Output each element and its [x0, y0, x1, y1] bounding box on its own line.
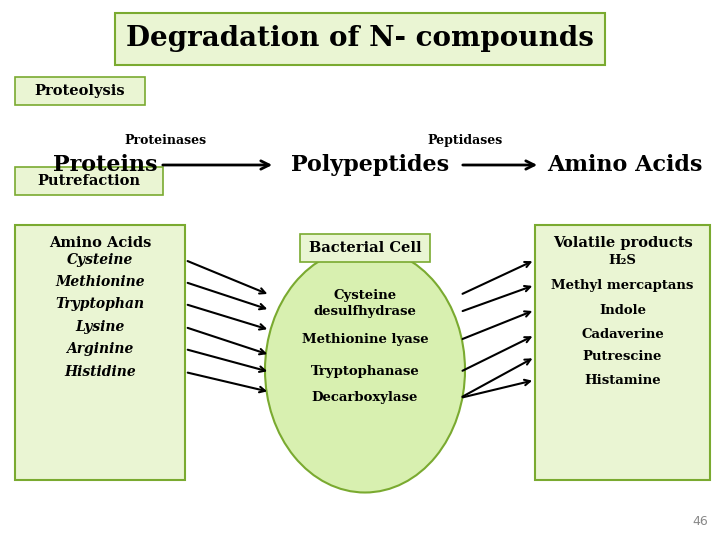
Text: Cadaverine: Cadaverine [581, 328, 664, 341]
Text: 46: 46 [692, 515, 708, 528]
Text: Putrefaction: Putrefaction [37, 174, 140, 188]
Text: Cysteine: Cysteine [67, 253, 133, 267]
FancyBboxPatch shape [115, 13, 605, 65]
Text: Proteins: Proteins [53, 154, 157, 176]
Text: H₂S: H₂S [608, 253, 636, 267]
Text: desulfhydrase: desulfhydrase [314, 306, 416, 319]
FancyBboxPatch shape [15, 225, 185, 480]
Text: Peptidases: Peptidases [428, 134, 503, 147]
Text: Bacterial Cell: Bacterial Cell [309, 241, 421, 255]
FancyBboxPatch shape [15, 167, 163, 195]
Text: Proteinases: Proteinases [124, 134, 206, 147]
FancyBboxPatch shape [535, 225, 710, 480]
FancyBboxPatch shape [300, 234, 430, 262]
Text: Volatile products: Volatile products [553, 236, 693, 250]
Text: Decarboxylase: Decarboxylase [312, 392, 418, 404]
FancyBboxPatch shape [15, 77, 145, 105]
Ellipse shape [265, 247, 465, 492]
Text: Polypeptides: Polypeptides [291, 154, 449, 176]
Text: Tryptophanase: Tryptophanase [310, 366, 419, 379]
Text: Lysine: Lysine [76, 320, 125, 334]
Text: Proteolysis: Proteolysis [35, 84, 125, 98]
Text: Histamine: Histamine [584, 374, 661, 387]
Text: Methionine: Methionine [55, 275, 145, 289]
Text: Methyl mercaptans: Methyl mercaptans [552, 279, 693, 292]
Text: Histidine: Histidine [64, 365, 136, 379]
Text: Putrescine: Putrescine [582, 350, 662, 363]
Text: Indole: Indole [599, 303, 646, 316]
Text: Amino Acids: Amino Acids [547, 154, 703, 176]
Text: Degradation of N- compounds: Degradation of N- compounds [126, 25, 594, 52]
Text: Arginine: Arginine [66, 342, 134, 356]
Text: Amino Acids: Amino Acids [49, 236, 151, 250]
Text: Methionine lyase: Methionine lyase [302, 334, 428, 347]
Text: Cysteine: Cysteine [333, 288, 397, 301]
Text: Tryptophan: Tryptophan [55, 297, 145, 311]
